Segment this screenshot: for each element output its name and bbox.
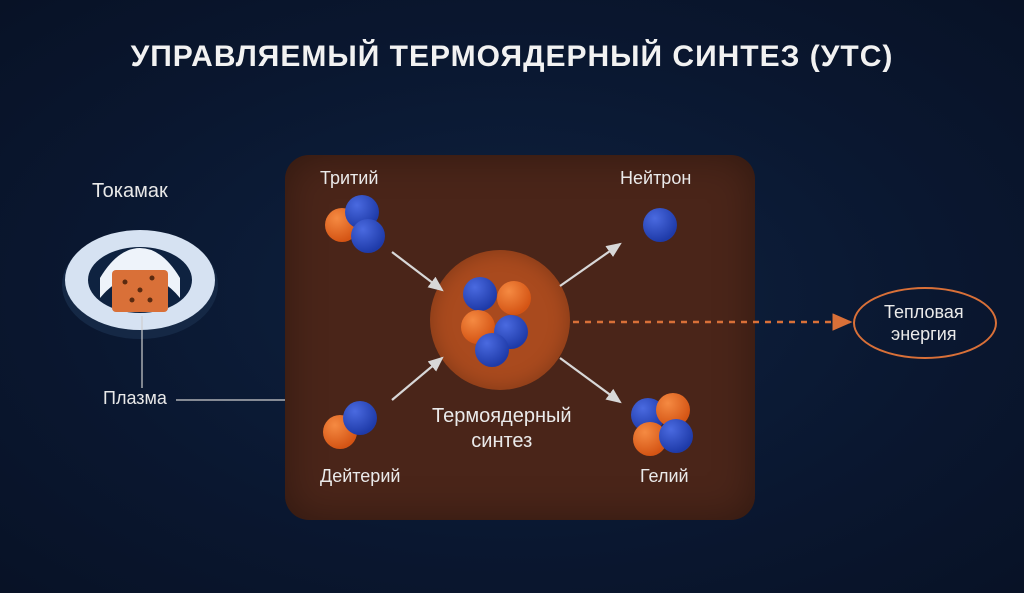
fusion-label: Термоядерный синтез bbox=[432, 404, 572, 454]
deuterium-label: Дейтерий bbox=[320, 466, 400, 487]
tokamak-label: Токамак bbox=[92, 180, 168, 203]
fusion-label-line1: Термоядерный bbox=[432, 405, 572, 427]
energy-label-line2: энергия bbox=[891, 324, 957, 344]
helium-label: Гелий bbox=[640, 466, 689, 487]
neutron-label: Нейтрон bbox=[620, 168, 691, 189]
plasma-label: Плазма bbox=[103, 388, 167, 409]
fusion-center-circle bbox=[430, 250, 570, 390]
tokamak-icon bbox=[62, 230, 218, 339]
page-title: УПРАВЛЯЕМЫЙ ТЕРМОЯДЕРНЫЙ СИНТЕЗ (УТС) bbox=[0, 40, 1024, 74]
energy-label-line1: Тепловая bbox=[884, 302, 964, 322]
fusion-label-line2: синтез bbox=[471, 430, 532, 452]
energy-label: Тепловая энергия bbox=[884, 302, 964, 345]
tritium-label: Тритий bbox=[320, 168, 378, 189]
